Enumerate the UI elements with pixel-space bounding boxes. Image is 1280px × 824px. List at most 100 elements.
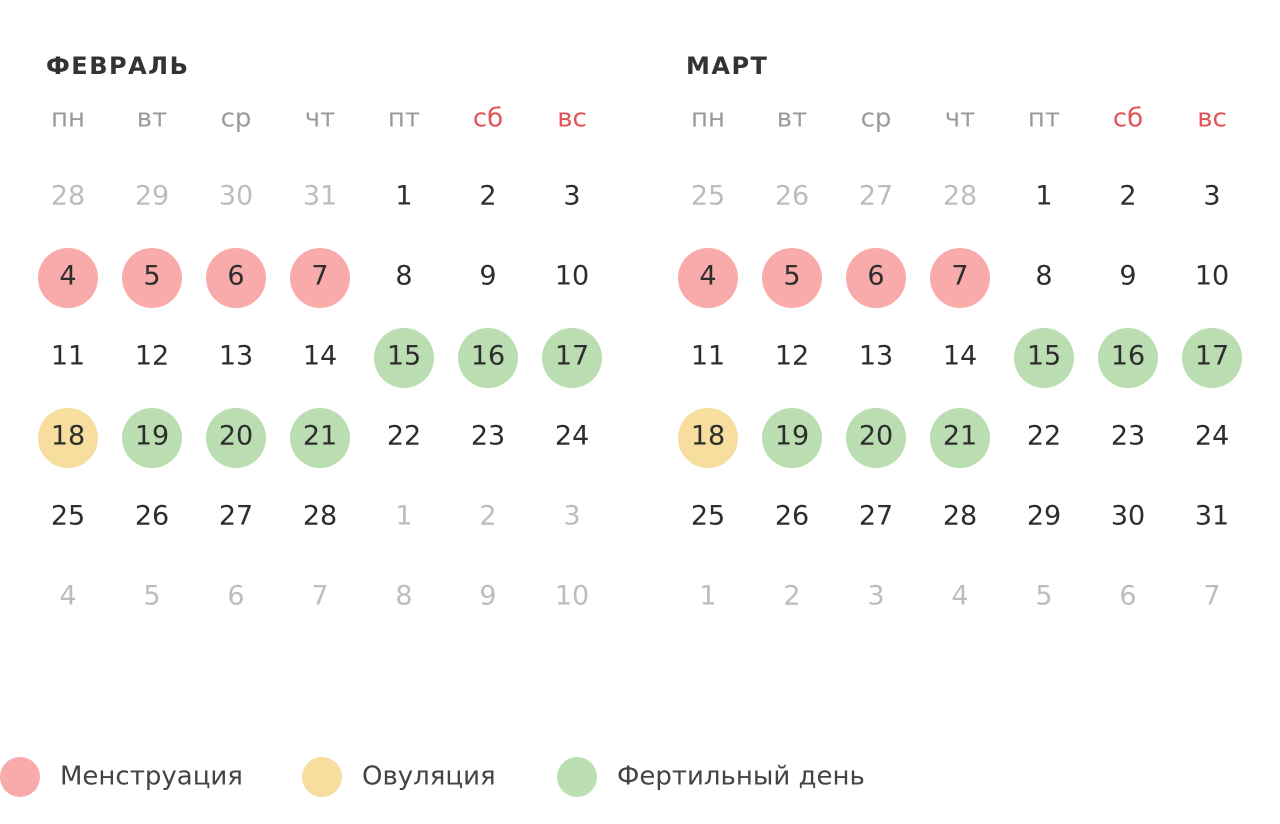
day[interactable]: 9 [1119, 261, 1136, 292]
day-highlight [374, 328, 434, 388]
day[interactable]: 7 [311, 261, 328, 292]
day[interactable]: 25 [691, 501, 725, 532]
day: 2 [479, 501, 496, 532]
day: 5 [1035, 581, 1052, 612]
day[interactable]: 15 [1027, 341, 1061, 372]
day-highlight [762, 408, 822, 468]
day[interactable]: 16 [471, 341, 505, 372]
day[interactable]: 6 [227, 261, 244, 292]
day[interactable]: 22 [1027, 421, 1061, 452]
day[interactable]: 11 [691, 341, 725, 372]
day[interactable]: 19 [775, 421, 809, 452]
day[interactable]: 23 [1111, 421, 1145, 452]
day[interactable]: 3 [563, 181, 580, 212]
day[interactable]: 19 [135, 421, 169, 452]
day[interactable]: 10 [1195, 261, 1229, 292]
weekday: вс [557, 104, 587, 134]
day: 3 [867, 581, 884, 612]
day-highlight [38, 248, 98, 308]
day[interactable]: 13 [859, 341, 893, 372]
day[interactable]: 30 [1111, 501, 1145, 532]
day[interactable]: 8 [1035, 261, 1052, 292]
day-highlight [678, 408, 738, 468]
day[interactable]: 15 [387, 341, 421, 372]
day[interactable]: 24 [1195, 421, 1229, 452]
weekday: ср [221, 104, 252, 134]
day[interactable]: 2 [1119, 181, 1136, 212]
day[interactable]: 18 [51, 421, 85, 452]
day[interactable]: 28 [303, 501, 337, 532]
legend-swatch [302, 757, 342, 797]
weekday: чт [305, 104, 336, 134]
day[interactable]: 7 [951, 261, 968, 292]
day-highlight [542, 328, 602, 388]
day[interactable]: 1 [395, 181, 412, 212]
day[interactable]: 17 [1195, 341, 1229, 372]
day-highlight [206, 408, 266, 468]
day[interactable]: 4 [699, 261, 716, 292]
day-highlight [290, 248, 350, 308]
day: 1 [395, 501, 412, 532]
day-highlight [1014, 328, 1074, 388]
day[interactable]: 1 [1035, 181, 1052, 212]
day[interactable]: 16 [1111, 341, 1145, 372]
legend-label: Фертильный день [617, 762, 865, 792]
day-highlight [846, 248, 906, 308]
day[interactable]: 28 [943, 501, 977, 532]
day[interactable]: 20 [859, 421, 893, 452]
day[interactable]: 26 [775, 501, 809, 532]
day[interactable]: 26 [135, 501, 169, 532]
day[interactable]: 8 [395, 261, 412, 292]
day[interactable]: 5 [143, 261, 160, 292]
day[interactable]: 31 [1195, 501, 1229, 532]
day: 28 [51, 181, 85, 212]
day[interactable]: 20 [219, 421, 253, 452]
day[interactable]: 22 [387, 421, 421, 452]
day[interactable]: 27 [859, 501, 893, 532]
day-highlight [1098, 328, 1158, 388]
day[interactable]: 21 [943, 421, 977, 452]
day[interactable]: 18 [691, 421, 725, 452]
legend-label: Овуляция [362, 762, 496, 792]
day[interactable]: 14 [943, 341, 977, 372]
day[interactable]: 4 [59, 261, 76, 292]
day-highlight [122, 248, 182, 308]
day[interactable]: 14 [303, 341, 337, 372]
day-highlight [38, 408, 98, 468]
day: 5 [143, 581, 160, 612]
day[interactable]: 27 [219, 501, 253, 532]
day[interactable]: 12 [775, 341, 809, 372]
day[interactable]: 17 [555, 341, 589, 372]
day[interactable]: 25 [51, 501, 85, 532]
day: 6 [227, 581, 244, 612]
weekday: пт [388, 104, 420, 134]
day[interactable]: 29 [1027, 501, 1061, 532]
day[interactable]: 23 [471, 421, 505, 452]
day: 30 [219, 181, 253, 212]
day[interactable]: 11 [51, 341, 85, 372]
day[interactable]: 5 [783, 261, 800, 292]
day[interactable]: 13 [219, 341, 253, 372]
day: 3 [563, 501, 580, 532]
day-highlight [206, 248, 266, 308]
weekday: сб [1113, 104, 1143, 134]
legend-swatch [557, 757, 597, 797]
day: 26 [775, 181, 809, 212]
weekday: ср [861, 104, 892, 134]
day[interactable]: 2 [479, 181, 496, 212]
weekday: сб [473, 104, 503, 134]
day[interactable]: 12 [135, 341, 169, 372]
day-highlight [930, 248, 990, 308]
day[interactable]: 10 [555, 261, 589, 292]
day[interactable]: 24 [555, 421, 589, 452]
day[interactable]: 9 [479, 261, 496, 292]
day[interactable]: 3 [1203, 181, 1220, 212]
day[interactable]: 6 [867, 261, 884, 292]
day: 1 [699, 581, 716, 612]
day: 28 [943, 181, 977, 212]
weekday: пн [51, 104, 85, 134]
weekday: вс [1197, 104, 1227, 134]
day-highlight [1182, 328, 1242, 388]
day[interactable]: 21 [303, 421, 337, 452]
